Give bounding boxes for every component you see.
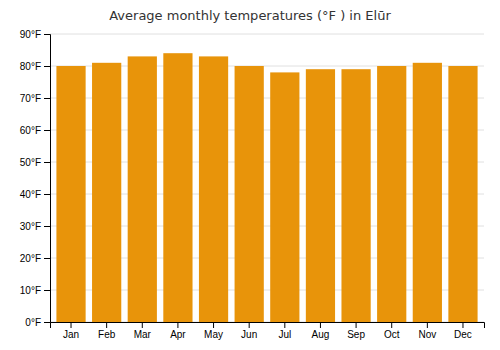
tick-label: 0°F [25,317,41,328]
tick-label: 10°F [20,285,41,296]
tick-mark [44,194,50,195]
tick-mark [427,322,428,328]
tick-label: 80°F [20,61,41,72]
tick-mark [391,322,392,328]
x-tick: Mar [134,322,152,340]
bars [56,53,477,322]
tick-label: Oct [384,329,400,340]
x-tick: Nov [418,322,436,340]
tick-label: 50°F [20,157,41,168]
tick-mark [320,322,321,328]
tick-mark [284,322,285,328]
tick-label: Dec [454,329,472,340]
bar [413,63,442,322]
x-tick: Sep [347,322,365,340]
tick-mark [177,322,178,328]
tick-mark [462,322,463,328]
axis-line [51,323,485,329]
y-tick: 60°F [20,125,50,136]
tick-mark [44,258,50,259]
tick-label: May [204,329,223,340]
tick-label: Jun [241,329,257,340]
y-tick: 80°F [20,61,50,72]
x-axis: Jan Feb Mar Apr May Jun Jul Aug Sep Oct Nov Dec [51,322,485,340]
tick-mark [44,98,50,99]
y-tick: 20°F [20,253,50,264]
y-tick: 40°F [20,189,50,200]
tick-label: 40°F [20,189,41,200]
chart-container: Average monthly temperatures (°F ) in El… [0,0,500,350]
bar [56,66,85,322]
y-tick: 50°F [20,157,50,168]
chart-svg: Average monthly temperatures (°F ) in El… [0,0,500,350]
tick-label: Sep [347,329,365,340]
tick-label: 60°F [20,125,41,136]
tick-mark [44,66,50,67]
bar [341,69,370,322]
tick-label: Jan [63,329,79,340]
tick-label: 90°F [20,29,41,40]
tick-label: Jul [278,329,291,340]
tick-label: Apr [170,329,186,340]
tick-mark [213,322,214,328]
tick-mark [44,226,50,227]
tick-label: Nov [418,329,436,340]
bar [128,56,157,322]
tick-mark [106,322,107,328]
y-tick: 0°F [25,317,50,328]
bar [377,66,406,322]
x-tick: Jan [63,322,79,340]
tick-mark [44,322,50,323]
x-tick: Jul [278,322,291,340]
tick-mark [44,130,50,131]
tick-label: Mar [134,329,152,340]
tick-label: 20°F [20,253,41,264]
x-tick: Apr [170,322,186,340]
tick-label: Feb [98,329,116,340]
y-tick: 10°F [20,285,50,296]
x-tick: Aug [312,322,330,340]
x-tick: Dec [454,322,472,340]
grid-line [50,34,484,35]
bar [163,53,192,322]
tick-mark [249,322,250,328]
tick-label: 70°F [20,93,41,104]
axis-line [44,35,51,323]
tick-label: 30°F [20,221,41,232]
y-axis: 0°F 10°F 20°F 30°F 40°F 50°F 60°F 70°F 80°F 90°F [20,29,51,328]
bar [448,66,477,322]
x-tick: May [204,322,223,340]
tick-label: Aug [312,329,330,340]
tick-mark [71,322,72,328]
x-tick: Oct [384,322,400,340]
tick-mark [44,290,50,291]
bar [270,72,299,322]
plot-area: 0°F 10°F 20°F 30°F 40°F 50°F 60°F 70°F 80°F 90°F J… [20,29,485,340]
tick-mark [142,322,143,328]
tick-mark [44,162,50,163]
bar [235,66,264,322]
x-tick: Feb [98,322,116,340]
y-tick: 70°F [20,93,50,104]
grid [50,34,484,322]
y-tick: 90°F [20,29,50,40]
bar [92,63,121,322]
y-tick: 30°F [20,221,50,232]
title: Average monthly temperatures (°F ) in El… [109,8,391,23]
bar [199,56,228,322]
x-tick: Jun [241,322,257,340]
bar [306,69,335,322]
tick-mark [44,34,50,35]
tick-mark [356,322,357,328]
